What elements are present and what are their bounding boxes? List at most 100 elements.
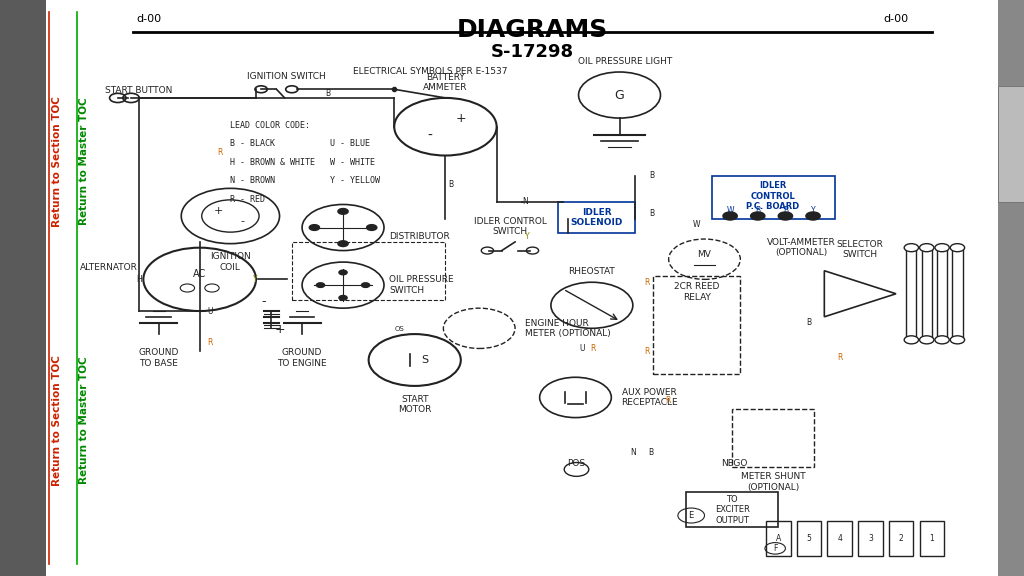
Text: BATTERY
AMMETER: BATTERY AMMETER (423, 73, 468, 92)
Text: B: B (649, 209, 655, 218)
Bar (998, 86, 1024, 202)
Bar (889, 521, 913, 556)
Text: IGNITION SWITCH: IGNITION SWITCH (248, 71, 326, 81)
Bar (920, 521, 944, 556)
Text: Return to Section TOC: Return to Section TOC (52, 355, 62, 486)
Text: IGNITION
COIL: IGNITION COIL (210, 252, 251, 272)
Text: N - BROWN           Y - YELLOW: N - BROWN Y - YELLOW (230, 176, 380, 185)
Circle shape (904, 244, 919, 252)
Circle shape (309, 225, 319, 230)
Circle shape (339, 295, 347, 300)
Text: START BUTTON: START BUTTON (104, 86, 172, 95)
Text: B: B (755, 206, 761, 215)
Text: A: A (775, 534, 781, 543)
Text: B: B (806, 318, 812, 327)
Text: F: F (773, 544, 777, 553)
Text: VOLT-AMMETER
(OPTIONAL): VOLT-AMMETER (OPTIONAL) (767, 238, 837, 257)
Text: 4: 4 (838, 534, 842, 543)
Text: RHEOSTAT: RHEOSTAT (568, 267, 615, 276)
Circle shape (361, 283, 370, 287)
Text: R: R (591, 344, 596, 353)
Text: IDLER
SOLENOID: IDLER SOLENOID (570, 208, 623, 227)
Text: B: B (648, 448, 654, 457)
Text: TO
EXCITER
OUTPUT: TO EXCITER OUTPUT (715, 495, 750, 525)
Text: OIL PRESSURE LIGHT: OIL PRESSURE LIGHT (578, 57, 672, 66)
Text: +: + (213, 206, 223, 217)
Text: ENGINE HOUR
METER (OPTIONAL): ENGINE HOUR METER (OPTIONAL) (525, 319, 611, 338)
Text: Y: Y (525, 232, 529, 241)
Text: OS: OS (394, 327, 404, 332)
Text: B - BLACK           U - BLUE: B - BLACK U - BLUE (230, 139, 371, 149)
Text: R: R (217, 148, 223, 157)
Bar (732, 409, 814, 467)
Text: SELECTOR
SWITCH: SELECTOR SWITCH (837, 240, 884, 259)
Text: ELECTRICAL SYMBOLS PER E-1537: ELECTRICAL SYMBOLS PER E-1537 (353, 67, 507, 77)
Text: LEAD COLOR CODE:: LEAD COLOR CODE: (230, 121, 310, 130)
Text: R: R (644, 347, 650, 356)
Text: IDLER CONTROL
SWITCH: IDLER CONTROL SWITCH (473, 217, 547, 236)
Bar (952, 248, 963, 340)
Text: W: W (726, 206, 734, 215)
Text: G: G (614, 89, 625, 101)
Text: R: R (644, 278, 650, 287)
Circle shape (338, 209, 348, 214)
Text: d-00: d-00 (884, 14, 908, 24)
Circle shape (367, 225, 377, 230)
Text: U: U (579, 344, 585, 353)
Text: R: R (837, 353, 843, 362)
Text: AC: AC (194, 268, 206, 279)
Text: GROUND
TO BASE: GROUND TO BASE (138, 348, 179, 368)
Text: -: - (261, 295, 265, 308)
Text: U: U (207, 306, 213, 316)
Text: -: - (428, 128, 432, 142)
Circle shape (950, 336, 965, 344)
Text: IDLER
CONTROL
P.C. BOARD: IDLER CONTROL P.C. BOARD (746, 181, 800, 211)
Text: POS: POS (567, 459, 586, 468)
Text: METER SHUNT
(OPTIONAL): METER SHUNT (OPTIONAL) (740, 472, 806, 492)
Text: E: E (688, 511, 694, 520)
Text: B: B (325, 89, 331, 98)
Text: B: B (782, 206, 788, 215)
Text: +: + (456, 112, 466, 124)
Text: H: H (136, 275, 142, 284)
Text: Return to Section TOC: Return to Section TOC (52, 96, 62, 227)
Text: d-00: d-00 (136, 14, 161, 24)
Circle shape (806, 212, 820, 220)
Text: N: N (522, 197, 528, 206)
Bar (653, 276, 740, 374)
Circle shape (316, 283, 325, 287)
Text: R - RED: R - RED (230, 195, 265, 204)
Circle shape (751, 212, 765, 220)
Text: NEGO: NEGO (721, 459, 748, 468)
Bar (858, 521, 883, 556)
Bar (922, 248, 932, 340)
Text: AUX POWER
RECEPTACLE: AUX POWER RECEPTACLE (622, 388, 678, 407)
Circle shape (920, 244, 934, 252)
Text: B: B (649, 171, 655, 180)
Bar (558, 202, 635, 233)
Text: -: - (241, 215, 245, 226)
Text: DIAGRAMS: DIAGRAMS (457, 18, 608, 43)
Text: S-17298: S-17298 (490, 43, 574, 61)
Circle shape (920, 336, 934, 344)
Text: ALTERNATOR: ALTERNATOR (80, 263, 138, 272)
Text: GROUND
TO ENGINE: GROUND TO ENGINE (278, 348, 327, 368)
Bar (712, 176, 835, 219)
Bar (827, 521, 852, 556)
Text: Return to Master TOC: Return to Master TOC (79, 357, 89, 484)
Text: Return to Master TOC: Return to Master TOC (79, 97, 89, 225)
Text: Y: Y (811, 206, 815, 215)
Bar (686, 492, 778, 527)
Text: S: S (422, 355, 428, 365)
Text: 2: 2 (899, 534, 903, 543)
Text: 5: 5 (807, 534, 811, 543)
Text: 3: 3 (868, 534, 872, 543)
Text: B: B (449, 180, 454, 189)
Bar (906, 248, 916, 340)
Text: +: + (274, 323, 285, 336)
Circle shape (778, 212, 793, 220)
Text: R: R (207, 338, 213, 347)
Circle shape (935, 336, 949, 344)
Text: Y: Y (253, 275, 258, 284)
Bar (998, 0, 1024, 576)
